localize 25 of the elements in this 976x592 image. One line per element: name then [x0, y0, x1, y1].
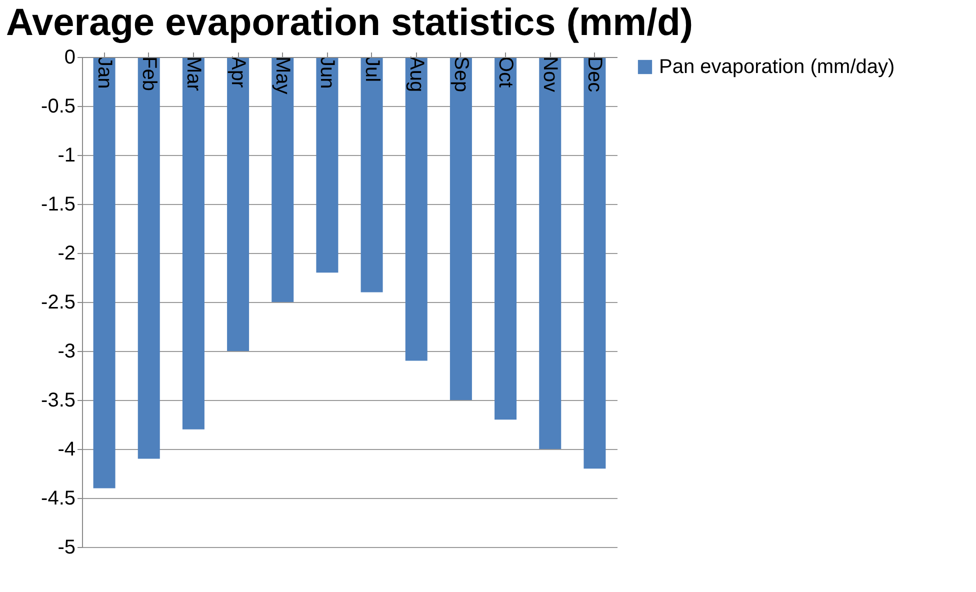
y-tick-label: -1.5 [41, 194, 76, 216]
y-tick-label: -4 [58, 438, 76, 460]
x-tick-label: Nov [539, 56, 562, 92]
x-tick-label: Dec [584, 56, 606, 92]
y-tick-label: -1 [58, 144, 76, 166]
y-tick-label: -4.5 [41, 488, 76, 510]
legend-label: Pan evaporation (mm/day) [659, 56, 895, 78]
x-tick-label: Sep [450, 56, 472, 92]
y-tick-label: 0 [64, 46, 76, 68]
x-tick-label: Jan [93, 56, 116, 89]
y-tick-label: -2.5 [41, 292, 76, 314]
y-tick-label: -2 [58, 242, 76, 264]
x-tick-label: Jul [360, 56, 383, 82]
x-tick-label: Oct [494, 56, 517, 88]
x-tick-label: May [272, 56, 294, 94]
x-tick-label: Mar [182, 56, 204, 92]
x-tick-label: Aug [405, 56, 428, 92]
x-tick-label: Feb [138, 56, 160, 91]
y-tick-label: -5 [58, 536, 76, 558]
y-tick-label: -0.5 [41, 96, 76, 118]
y-tick-label: -3 [58, 340, 76, 362]
chart-title: Average evaporation statistics (mm/d) [6, 2, 694, 44]
x-tick-label: Apr [227, 56, 250, 88]
x-tick-label: Jun [316, 56, 338, 89]
y-tick-label: -3.5 [41, 390, 76, 412]
